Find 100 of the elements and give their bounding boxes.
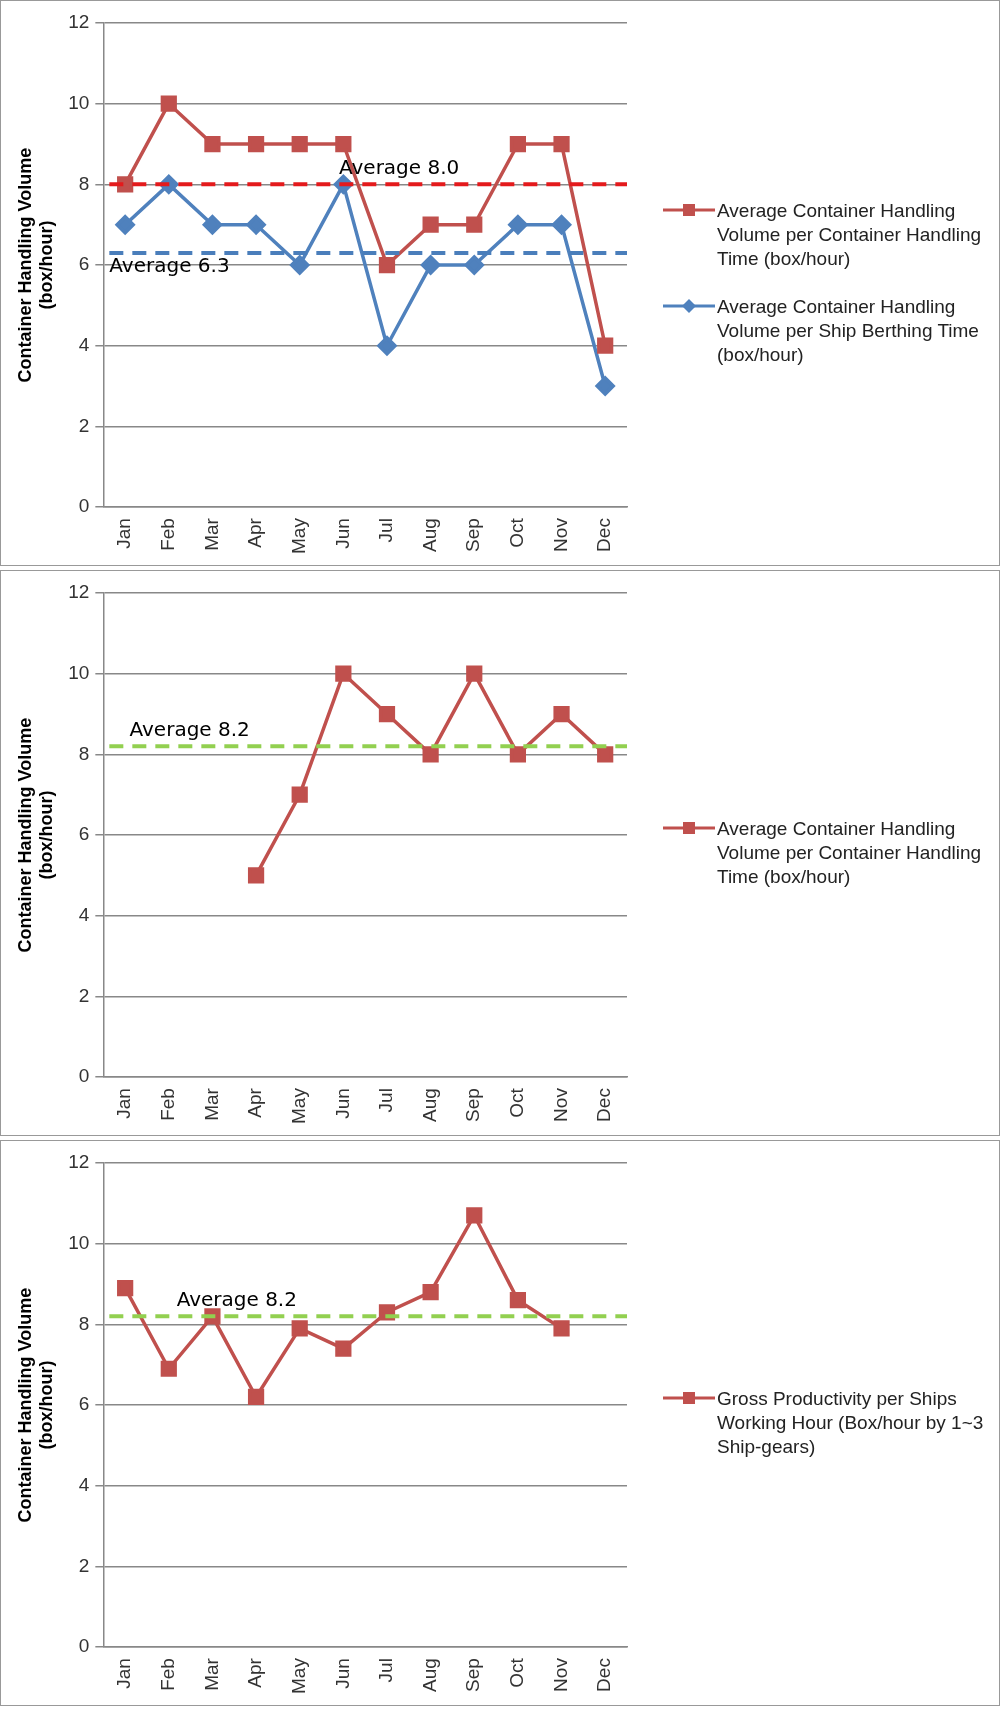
point [377, 335, 397, 356]
point [378, 705, 396, 723]
x-tick-label: Jul [375, 1088, 397, 1113]
point [466, 216, 483, 233]
point [291, 786, 308, 803]
point [246, 214, 266, 235]
ref-line-label: Average 8.2 [176, 1286, 297, 1311]
point [466, 1207, 483, 1224]
point [509, 1292, 527, 1309]
x-tick-label: Jun [331, 1658, 353, 1689]
x-tick-label: Feb [157, 1658, 179, 1691]
x-tick-label: Dec [593, 1088, 615, 1122]
point [335, 665, 352, 682]
x-tick-label: Feb [157, 518, 179, 551]
x-tick-label: Apr [244, 517, 266, 548]
x-tick-label: Mar [200, 517, 222, 551]
x-tick-label: Oct [506, 1087, 528, 1118]
x-tick-label: Sep [462, 1658, 484, 1692]
x-tick-label: Mar [200, 1087, 222, 1121]
point [291, 1320, 308, 1337]
y-axis-title: Container Handling Volume (box/hour) [14, 717, 57, 953]
x-tick-label: Nov [549, 1657, 571, 1692]
x-tick-label: Oct [506, 1657, 528, 1688]
legend-label: Average Container Handling Volume per Ship Berthing Time (box/hour) [717, 295, 980, 367]
y-tick-label: 4 [78, 903, 90, 925]
y-tick-label: 8 [78, 172, 90, 194]
point [553, 135, 570, 153]
point [335, 1340, 352, 1357]
x-tick-label: Dec [593, 518, 615, 552]
y-tick-label: 0 [78, 1065, 90, 1087]
point [117, 1279, 134, 1297]
x-tick-label: Jul [375, 518, 397, 543]
point [464, 255, 485, 275]
point [422, 746, 439, 763]
point [553, 705, 570, 723]
x-tick-label: Jan [113, 518, 135, 549]
ref-line-label: Average 6.3 [109, 253, 230, 278]
y-tick-label: 6 [78, 823, 90, 845]
y-tick-label: 6 [78, 253, 90, 275]
x-tick-label: Oct [506, 517, 528, 548]
point [247, 1388, 265, 1406]
point [420, 255, 441, 275]
x-tick-label: May [287, 1657, 309, 1695]
point [115, 214, 135, 235]
legend-label: Average Container Handling Volume per Container Handling Time (box/hour) [717, 817, 983, 889]
y-tick-label: 8 [78, 1312, 90, 1334]
y-tick-label: 12 [68, 1151, 90, 1173]
y-tick-label: 2 [78, 1554, 90, 1576]
x-tick-label: Aug [418, 518, 440, 552]
legend-label: Gross Productivity per Ships Working Hour (Box/hour by 1~3 Ship-gears) [717, 1387, 985, 1459]
y-tick-label: 8 [78, 742, 90, 764]
point [202, 214, 223, 235]
x-tick-label: Jun [331, 518, 353, 549]
x-tick-label: Nov [549, 517, 571, 552]
x-tick-label: Sep [462, 1088, 484, 1122]
point [289, 255, 310, 275]
x-tick-label: Sep [462, 518, 484, 552]
y-tick-label: 0 [78, 495, 90, 517]
y-axis-title: Container Handling Volume (box/hour) [14, 147, 57, 383]
point [509, 746, 527, 763]
point [422, 216, 439, 233]
y-tick-label: 4 [78, 1473, 90, 1495]
point [553, 1320, 570, 1337]
point [595, 376, 615, 396]
y-tick-label: 12 [68, 581, 90, 603]
point [204, 135, 221, 153]
x-tick-label: Apr [244, 1087, 266, 1118]
point [508, 214, 528, 235]
x-tick-label: Jan [113, 1658, 135, 1689]
x-tick-label: Jan [113, 1088, 135, 1119]
y-tick-label: 0 [78, 1635, 90, 1657]
legend-label: Average Container Handling Volume per Container Handling Time (box/hour) [717, 199, 983, 271]
point [466, 665, 483, 682]
point [247, 867, 265, 884]
point [247, 135, 265, 153]
y-tick-label: 10 [68, 1231, 90, 1253]
point [335, 135, 352, 153]
point [160, 1360, 177, 1377]
y-tick-label: 10 [68, 661, 90, 683]
x-tick-label: May [287, 517, 309, 555]
x-tick-label: Jun [331, 1088, 353, 1119]
x-tick-label: Mar [200, 1657, 222, 1691]
point [160, 95, 177, 112]
point [117, 176, 134, 193]
x-tick-label: May [287, 1087, 309, 1125]
y-tick-label: 2 [78, 414, 90, 436]
point [509, 135, 527, 153]
y-tick-label: 6 [78, 1393, 90, 1415]
y-axis-title: Container Handling Volume (box/hour) [14, 1287, 57, 1523]
x-tick-label: Aug [418, 1658, 440, 1692]
point [291, 135, 308, 153]
y-tick-label: 4 [78, 333, 90, 355]
y-tick-label: 12 [68, 11, 90, 33]
point [551, 214, 572, 235]
x-tick-label: Aug [418, 1088, 440, 1122]
y-tick-label: 10 [68, 91, 90, 113]
point [378, 256, 396, 274]
ref-line-label: Average 8.2 [129, 716, 250, 741]
point [597, 337, 614, 354]
y-tick-label: 2 [78, 984, 90, 1006]
